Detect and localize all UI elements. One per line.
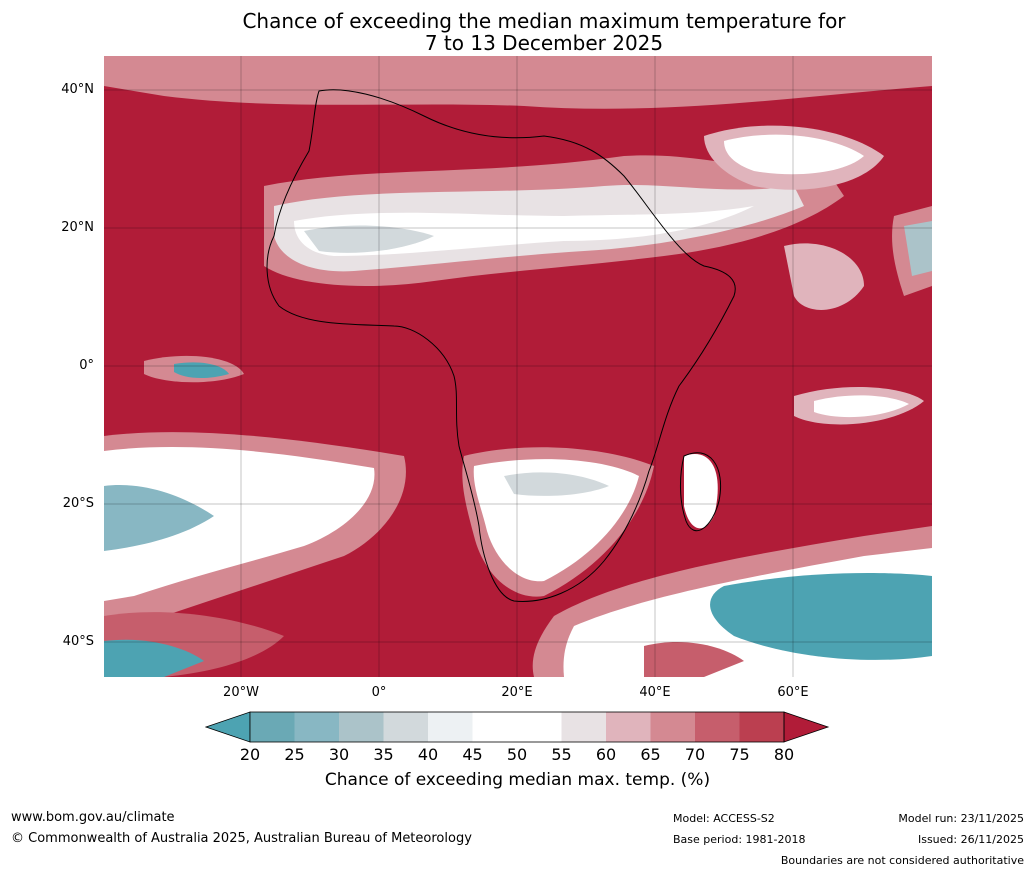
website-link[interactable]: www.bom.gov.au/climate — [11, 810, 175, 825]
lon-label-0: 0° — [371, 685, 387, 700]
colorbar-tick-label: 50 — [506, 745, 528, 764]
colorbar-tick-label: 35 — [373, 745, 394, 764]
colorbar-arrow-high — [783, 711, 830, 743]
colorbar-tick-label: 30 — [328, 745, 350, 764]
colorbar-cell — [606, 712, 651, 742]
colorbar-cell — [561, 712, 606, 742]
colorbar-tick-label: 45 — [462, 745, 483, 764]
colorbar-tick-label: 70 — [684, 745, 706, 764]
colorbar-cell — [695, 712, 740, 742]
colorbar-tick-label: 20 — [239, 745, 261, 764]
lon-label-60e: 60°E — [777, 685, 809, 700]
colorbar-tick-label: 75 — [729, 745, 750, 764]
map-canvas — [104, 56, 932, 677]
lat-label-20n: 20°N — [61, 220, 94, 235]
colorbar-cell — [383, 712, 428, 742]
model-text: Model: ACCESS-S2 — [673, 812, 775, 825]
colorbar-tick-label: 25 — [284, 745, 305, 764]
issued-text: Issued: 26/11/2025 — [917, 833, 1024, 846]
lon-label-40e: 40°E — [639, 685, 671, 700]
colorbar — [205, 711, 830, 743]
colorbar-cell — [517, 712, 562, 742]
coastline-africa — [266, 89, 736, 602]
map-title: Chance of exceeding the median maximum t… — [200, 10, 888, 54]
base-period-text: Base period: 1981-2018 — [673, 833, 806, 846]
lat-label-20s: 20°S — [62, 496, 94, 511]
lon-label-20w: 20°W — [223, 685, 259, 700]
colorbar-tick-label: 80 — [773, 745, 795, 764]
lon-label-20e: 20°E — [501, 685, 533, 700]
disclaimer-text: Boundaries are not considered authoritat… — [780, 854, 1024, 867]
colorbar-frame — [249, 711, 785, 743]
title-line-1: Chance of exceeding the median maximum t… — [242, 9, 846, 33]
colorbar-cell — [339, 712, 384, 742]
colorbar-tick-label: 40 — [417, 745, 439, 764]
title-line-2: 7 to 13 December 2025 — [424, 31, 664, 55]
colorbar-cell — [250, 712, 295, 742]
colorbar-cell — [294, 712, 339, 742]
lat-label-40s: 40°S — [62, 634, 94, 649]
colorbar-cell — [650, 712, 695, 742]
probability-map — [104, 56, 932, 677]
colorbar-tick-label: 55 — [551, 745, 572, 764]
colorbar-arrow-low — [205, 711, 251, 743]
copyright-text: © Commonwealth of Australia 2025, Austra… — [11, 831, 472, 846]
lat-label-40n: 40°N — [61, 82, 94, 97]
lat-label-0: 0° — [79, 358, 94, 373]
colorbar-tick-label: 60 — [595, 745, 617, 764]
colorbar-cell — [739, 712, 784, 742]
colorbar-cell — [472, 712, 517, 742]
colorbar-title: Chance of exceeding median max. temp. (%… — [324, 770, 711, 790]
model-run-text: Model run: 23/11/2025 — [898, 812, 1024, 825]
colorbar-cell — [428, 712, 473, 742]
colorbar-tick-label: 65 — [640, 745, 661, 764]
